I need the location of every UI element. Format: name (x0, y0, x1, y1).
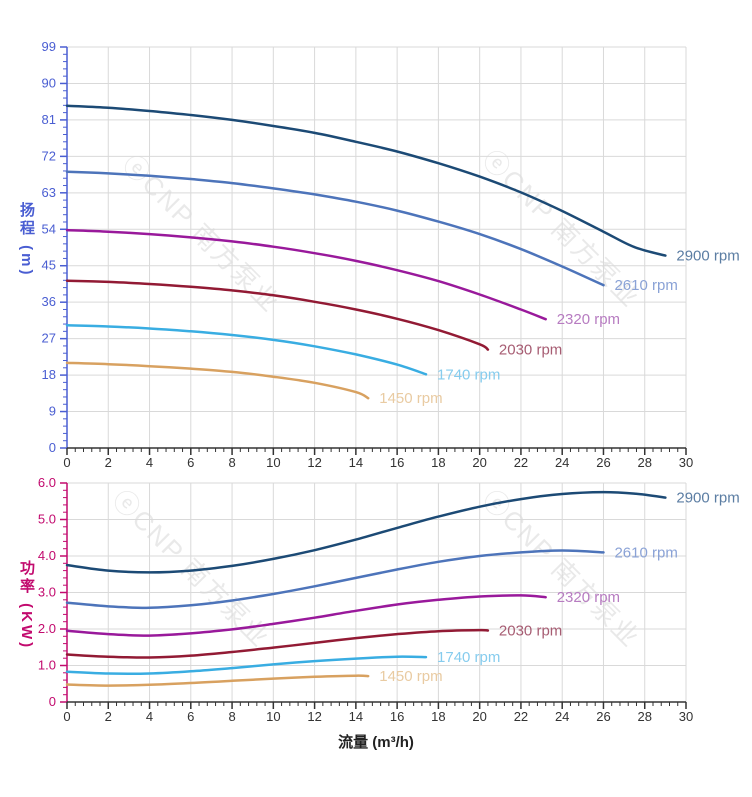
y-tick-label: 6.0 (38, 475, 56, 490)
y-tick-label: 90 (42, 75, 56, 90)
curve-label-2610-rpm: 2610 rpm (614, 277, 677, 294)
curve-label-1450-rpm: 1450 rpm (379, 668, 442, 685)
power-chart: 01.02.03.04.05.06.00 2 4 6 8 10 12 14 16 18 20 22 24… (38, 475, 740, 724)
x-tick-label: 14 (349, 455, 363, 470)
curve-2030-rpm (65, 628, 490, 659)
x-tick-label: 6 (187, 709, 194, 724)
x-tick-label: 24 (555, 709, 569, 724)
y-tick-label: 45 (42, 258, 56, 273)
x-tick-label: 16 (390, 455, 404, 470)
curve-1740-rpm (65, 324, 428, 376)
curve-label-2320-rpm: 2320 rpm (557, 589, 620, 606)
y-tick-label: 9 (49, 404, 56, 419)
x-tick-label: 24 (555, 455, 569, 470)
curve-label-1740-rpm: 1740 rpm (437, 649, 500, 666)
x-tick-label: 20 (472, 455, 486, 470)
y-tick-label: 63 (42, 185, 56, 200)
curve-label-1740-rpm: 1740 rpm (437, 366, 500, 383)
x-tick-label: 22 (514, 709, 528, 724)
y-tick-label: 27 (42, 331, 56, 346)
x-tick-label: 8 (228, 455, 235, 470)
curve-2320-rpm (65, 228, 547, 321)
x-tick-label: 4 (146, 455, 153, 470)
flow-axis-title: 流量 (m³/h) (338, 734, 414, 751)
x-tick-label: 18 (431, 455, 445, 470)
y-tick-label: 3.0 (38, 585, 56, 600)
x-tick-label: 16 (390, 709, 404, 724)
x-tick-label: 2 (105, 455, 112, 470)
y-tick-label: 81 (42, 112, 56, 127)
curve-label-2030-rpm: 2030 rpm (499, 622, 562, 639)
curve-1740-rpm (65, 655, 428, 676)
x-tick-label: 12 (307, 709, 321, 724)
y-tick-label: 18 (42, 367, 56, 382)
x-tick-label: 6 (187, 455, 194, 470)
y-tick-label: 5.0 (38, 512, 56, 527)
y-tick-label: 54 (42, 221, 56, 236)
x-tick-label: 28 (637, 709, 651, 724)
curve-label-2610-rpm: 2610 rpm (614, 544, 677, 561)
x-tick-label: 30 (679, 455, 693, 470)
curve-2320-rpm (65, 594, 547, 637)
curve-label-2320-rpm: 2320 rpm (557, 311, 620, 328)
x-tick-label: 10 (266, 709, 280, 724)
x-tick-label: 0 (63, 709, 70, 724)
x-tick-label: 18 (431, 709, 445, 724)
x-tick-label: 12 (307, 455, 321, 470)
curve-2900-rpm (65, 104, 667, 257)
y-tick-label: 4.0 (38, 548, 56, 563)
x-tick-label: 4 (146, 709, 153, 724)
curve-1450-rpm (65, 674, 370, 687)
y-tick-label: 0 (49, 694, 56, 709)
x-tick-label: 30 (679, 709, 693, 724)
y-tick-label: 1.0 (38, 658, 56, 673)
x-tick-label: 2 (105, 709, 112, 724)
x-tick-label: 26 (596, 709, 610, 724)
power-axis-title: 功率 (KW) (18, 560, 35, 651)
curve-2030-rpm (65, 279, 490, 351)
y-tick-label: 72 (42, 148, 56, 163)
x-tick-label: 14 (349, 709, 363, 724)
curve-label-2900-rpm: 2900 rpm (676, 248, 739, 265)
x-tick-label: 8 (228, 709, 235, 724)
curve-2610-rpm (65, 549, 605, 610)
x-tick-label: 20 (472, 709, 486, 724)
curve-2900-rpm (65, 490, 667, 574)
x-tick-label: 0 (63, 455, 70, 470)
curve-label-1450-rpm: 1450 rpm (379, 390, 442, 407)
curve-2610-rpm (65, 170, 605, 287)
curve-1450-rpm (65, 361, 370, 400)
y-tick-label: 2.0 (38, 621, 56, 636)
y-tick-label: 99 (42, 39, 56, 54)
x-tick-label: 10 (266, 455, 280, 470)
x-tick-label: 26 (596, 455, 610, 470)
curve-label-2030-rpm: 2030 rpm (499, 342, 562, 359)
y-tick-label: 0 (49, 440, 56, 455)
head-axis-title: 扬程 (m) (18, 202, 35, 278)
y-tick-label: 36 (42, 294, 56, 309)
curve-label-2900-rpm: 2900 rpm (676, 490, 739, 507)
x-tick-label: 28 (637, 455, 651, 470)
x-tick-label: 22 (514, 455, 528, 470)
